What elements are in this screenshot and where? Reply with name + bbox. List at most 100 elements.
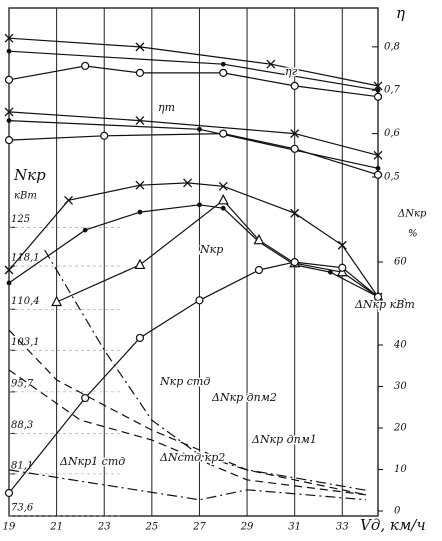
point [6, 48, 12, 54]
point [137, 209, 143, 215]
series-line [8, 50, 379, 91]
y-axis-title: Nкр [13, 166, 46, 184]
y3-axis-title: ΔNкр [397, 209, 427, 220]
series-line [8, 132, 379, 176]
point [254, 265, 264, 275]
x-tick-label: 23 [97, 522, 111, 533]
series-line [44, 249, 367, 491]
point [290, 129, 300, 139]
series-line [8, 469, 367, 501]
y-axis-unit: кВт [14, 191, 37, 202]
y3-tick-label: 60 [394, 257, 407, 268]
y-tick-label: 110,4 [11, 296, 40, 307]
y2-tick-label: 0,5 [384, 171, 400, 182]
point [373, 150, 383, 160]
point [64, 195, 73, 205]
point [135, 68, 145, 77]
y3-tick-label: 0 [394, 506, 401, 517]
y-tick-label: 81,1 [11, 460, 33, 471]
point [373, 81, 383, 91]
y3-axis-unit: % [408, 229, 418, 240]
point [373, 92, 383, 101]
point [4, 75, 14, 84]
point [338, 263, 347, 272]
y2-tick-label: 0,6 [384, 128, 401, 139]
point [219, 129, 228, 138]
y-tick-label: 73,6 [11, 503, 34, 514]
x-tick-label: 19 [3, 522, 16, 533]
point [6, 118, 12, 124]
point [217, 194, 229, 205]
point [135, 116, 145, 126]
point [220, 61, 226, 67]
y-tick-label: 118,1 [11, 253, 40, 264]
series-line [8, 65, 379, 98]
point [290, 258, 299, 267]
point [4, 33, 14, 43]
point [134, 258, 146, 270]
point [197, 202, 202, 208]
y2-tick-label: 0,8 [384, 41, 400, 52]
point [373, 292, 383, 302]
point [183, 178, 193, 188]
series-line [8, 182, 379, 298]
series-line [8, 37, 379, 87]
point [81, 393, 90, 403]
annotation: ΔNкр дпм2 [211, 391, 277, 404]
point [373, 170, 383, 179]
point [4, 107, 14, 117]
y-tick-label: 88,3 [11, 420, 33, 431]
x-axis-title: Vд, км/ч [360, 516, 426, 534]
point [327, 269, 333, 275]
annotation: ηт [158, 101, 175, 114]
y-tick-label: 95,7 [11, 378, 34, 389]
point [82, 227, 88, 233]
y3-tick-label: 50 [394, 298, 407, 309]
point [4, 136, 14, 145]
point [290, 208, 300, 218]
point [4, 488, 14, 498]
point [290, 81, 299, 91]
point [220, 205, 226, 211]
point [337, 240, 347, 250]
point [253, 233, 265, 245]
point [81, 61, 90, 71]
y3-tick-label: 20 [393, 423, 407, 434]
annotation: ΔNкр дпм1 [251, 433, 317, 446]
point [290, 144, 299, 153]
point [51, 295, 63, 307]
annotation: ΔNкр кВт [354, 298, 415, 311]
annotation: Nкр [199, 243, 223, 256]
x-tick-label: 25 [144, 522, 158, 533]
plot-frame [8, 7, 379, 517]
point [4, 265, 14, 275]
y3-tick-label: 10 [394, 464, 407, 475]
series-line [8, 369, 367, 496]
series-line [8, 111, 379, 156]
point [197, 126, 202, 132]
x-tick-label: 21 [49, 522, 63, 533]
x-tick-label: 31 [288, 522, 301, 533]
point [195, 296, 204, 305]
point [135, 333, 145, 343]
y3-tick-label: 30 [394, 381, 407, 392]
point [135, 42, 145, 52]
point [266, 59, 276, 69]
x-tick-label: 33 [336, 522, 349, 533]
series-line [8, 204, 379, 298]
point [100, 131, 109, 140]
x-tick-label: 29 [240, 522, 254, 533]
point [219, 68, 228, 77]
y-tick-label: 125 [11, 214, 30, 225]
series-line [8, 329, 367, 496]
annotation: ηг [285, 65, 298, 78]
point [375, 165, 381, 171]
point [135, 180, 145, 190]
point [218, 181, 228, 191]
annotation: ΔNкр1 стд [59, 455, 125, 468]
y2-tick-label: 0,7 [384, 85, 401, 96]
annotation: ΔNстд кр2 [159, 451, 225, 464]
annotation: Nкр стд [159, 375, 210, 388]
y2-axis-title: η [396, 4, 405, 22]
